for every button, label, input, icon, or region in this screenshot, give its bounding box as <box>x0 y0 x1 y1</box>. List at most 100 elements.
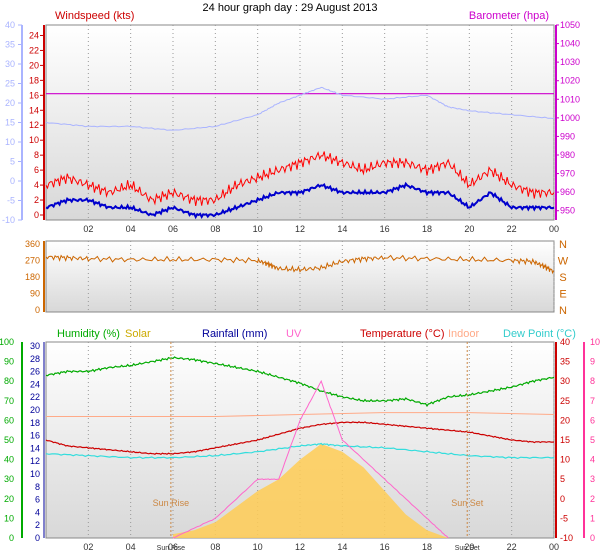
climate-x-tick-label: 04 <box>126 542 136 552</box>
wind-direction-line <box>45 254 555 275</box>
temperature-tick-label: -5 <box>560 513 568 523</box>
compass-label: N <box>559 239 567 251</box>
wind-baro-panel: Windspeed (kts) Barometer (hpa) 40353025… <box>2 10 580 234</box>
y-tick-label: 10 <box>5 137 15 147</box>
rain-tick-label: 6 <box>35 495 40 505</box>
compass-label: E <box>559 289 566 301</box>
y-tick-label: 20 <box>5 98 15 108</box>
solar-area <box>173 443 449 538</box>
humidity-tick-label: 40 <box>4 455 14 465</box>
x-tick-label: 02 <box>83 224 93 234</box>
uv-line <box>172 379 449 539</box>
x-tick-label: 04 <box>126 224 136 234</box>
humidity-tick-label: 50 <box>4 435 14 445</box>
rain-tick-label: 26 <box>30 367 40 377</box>
compass-label: N <box>559 305 567 317</box>
rain-tick-label: 30 <box>30 341 40 351</box>
temperature-line <box>45 421 555 455</box>
uv-tick-label: 6 <box>590 415 595 425</box>
x-tick-label: 00 <box>549 224 559 234</box>
inner-tick-label: 24 <box>29 30 39 40</box>
y-tick-label: -5 <box>7 196 15 206</box>
direction-tick-label: 0 <box>35 305 40 315</box>
climate-series: 1009080706050403020100302826242220181614… <box>0 337 600 552</box>
x-tick-label: 06 <box>168 224 178 234</box>
inner-tick-label: 2 <box>34 195 39 205</box>
climate-x-tick-label: 08 <box>210 542 220 552</box>
humidity-tick-label: 100 <box>0 337 14 347</box>
temperature-tick-label: 40 <box>560 337 570 347</box>
rain-tick-label: 4 <box>35 507 40 517</box>
uv-tick-label: 1 <box>590 513 595 523</box>
y-tick-label: 15 <box>5 118 15 128</box>
y-tick-label: 35 <box>5 40 15 50</box>
temperature-tick-label: 25 <box>560 396 570 406</box>
rain-tick-label: 2 <box>35 520 40 530</box>
humidity-line <box>45 356 555 407</box>
windspeed-line <box>45 151 555 206</box>
rain-tick-label: 20 <box>30 405 40 415</box>
climate-x-tick-label: 18 <box>422 542 432 552</box>
rain-tick-label: 8 <box>35 482 40 492</box>
inner-tick-label: 8 <box>34 150 39 160</box>
climate-x-tick-label: 06 <box>168 542 178 552</box>
climate-x-tick-label: 16 <box>380 542 390 552</box>
y2-tick-label: 1000 <box>560 113 580 123</box>
dewpoint-line <box>45 442 555 460</box>
wind-avg-line <box>45 86 555 131</box>
humidity-tick-label: 20 <box>4 494 14 504</box>
uv-tick-label: 10 <box>590 337 600 347</box>
uv-label: UV <box>286 328 302 340</box>
temperature-tick-label: 20 <box>560 415 570 425</box>
climate-panel: Humidity (%) Solar Rainfall (mm) UV Temp… <box>0 328 600 552</box>
climate-x-tick-label: 12 <box>295 542 305 552</box>
rain-tick-label: 24 <box>30 379 40 389</box>
climate-x-tick-label: 14 <box>337 542 347 552</box>
x-tick-label: 12 <box>295 224 305 234</box>
y2-tick-label: 1040 <box>560 39 580 49</box>
y2-tick-label: 960 <box>560 187 575 197</box>
windspeed-label: Windspeed (kts) <box>55 10 134 22</box>
uv-tick-label: 5 <box>590 435 595 445</box>
uv-tick-label: 7 <box>590 396 595 406</box>
humidity-tick-label: 60 <box>4 415 14 425</box>
y2-tick-label: 1030 <box>560 57 580 67</box>
direction-tick-label: 270 <box>25 256 40 266</box>
direction-plot-area <box>45 240 555 313</box>
direction-tick-label: 360 <box>25 239 40 249</box>
rain-tick-label: 16 <box>30 431 40 441</box>
climate-x-tick-label: 02 <box>83 542 93 552</box>
wind-plot-area <box>45 24 555 221</box>
x-tick-label: 16 <box>380 224 390 234</box>
chart-title: 24 hour graph day : 29 August 2013 <box>203 2 378 14</box>
y-tick-label: -10 <box>2 215 15 225</box>
humidity-label: Humidity (%) <box>57 328 120 340</box>
indoor-line <box>46 412 555 417</box>
y2-tick-label: 990 <box>560 131 575 141</box>
uv-tick-label: 3 <box>590 474 595 484</box>
rain-tick-label: 22 <box>30 392 40 402</box>
y-tick-label: 0 <box>10 176 15 186</box>
rain-tick-label: 12 <box>30 456 40 466</box>
temperature-tick-label: 5 <box>560 474 565 484</box>
y2-tick-label: 1050 <box>560 20 580 30</box>
temperature-tick-label: 35 <box>560 357 570 367</box>
y2-tick-label: 1010 <box>560 94 580 104</box>
inner-tick-label: 10 <box>29 135 39 145</box>
barometer-label: Barometer (hpa) <box>469 10 549 22</box>
wind-series: 4035302520151050-5-102422201816141210864… <box>2 20 580 234</box>
y2-tick-label: 950 <box>560 206 575 216</box>
rain-tick-label: 18 <box>30 418 40 428</box>
uv-tick-label: 8 <box>590 376 595 386</box>
temperature-tick-label: 15 <box>560 435 570 445</box>
rain-tick-label: 10 <box>30 469 40 479</box>
humidity-tick-label: 90 <box>4 357 14 367</box>
inner-tick-label: 22 <box>29 45 39 55</box>
inner-tick-label: 4 <box>34 180 39 190</box>
rain-tick-label: 14 <box>30 443 40 453</box>
direction-tick-label: 90 <box>30 289 40 299</box>
